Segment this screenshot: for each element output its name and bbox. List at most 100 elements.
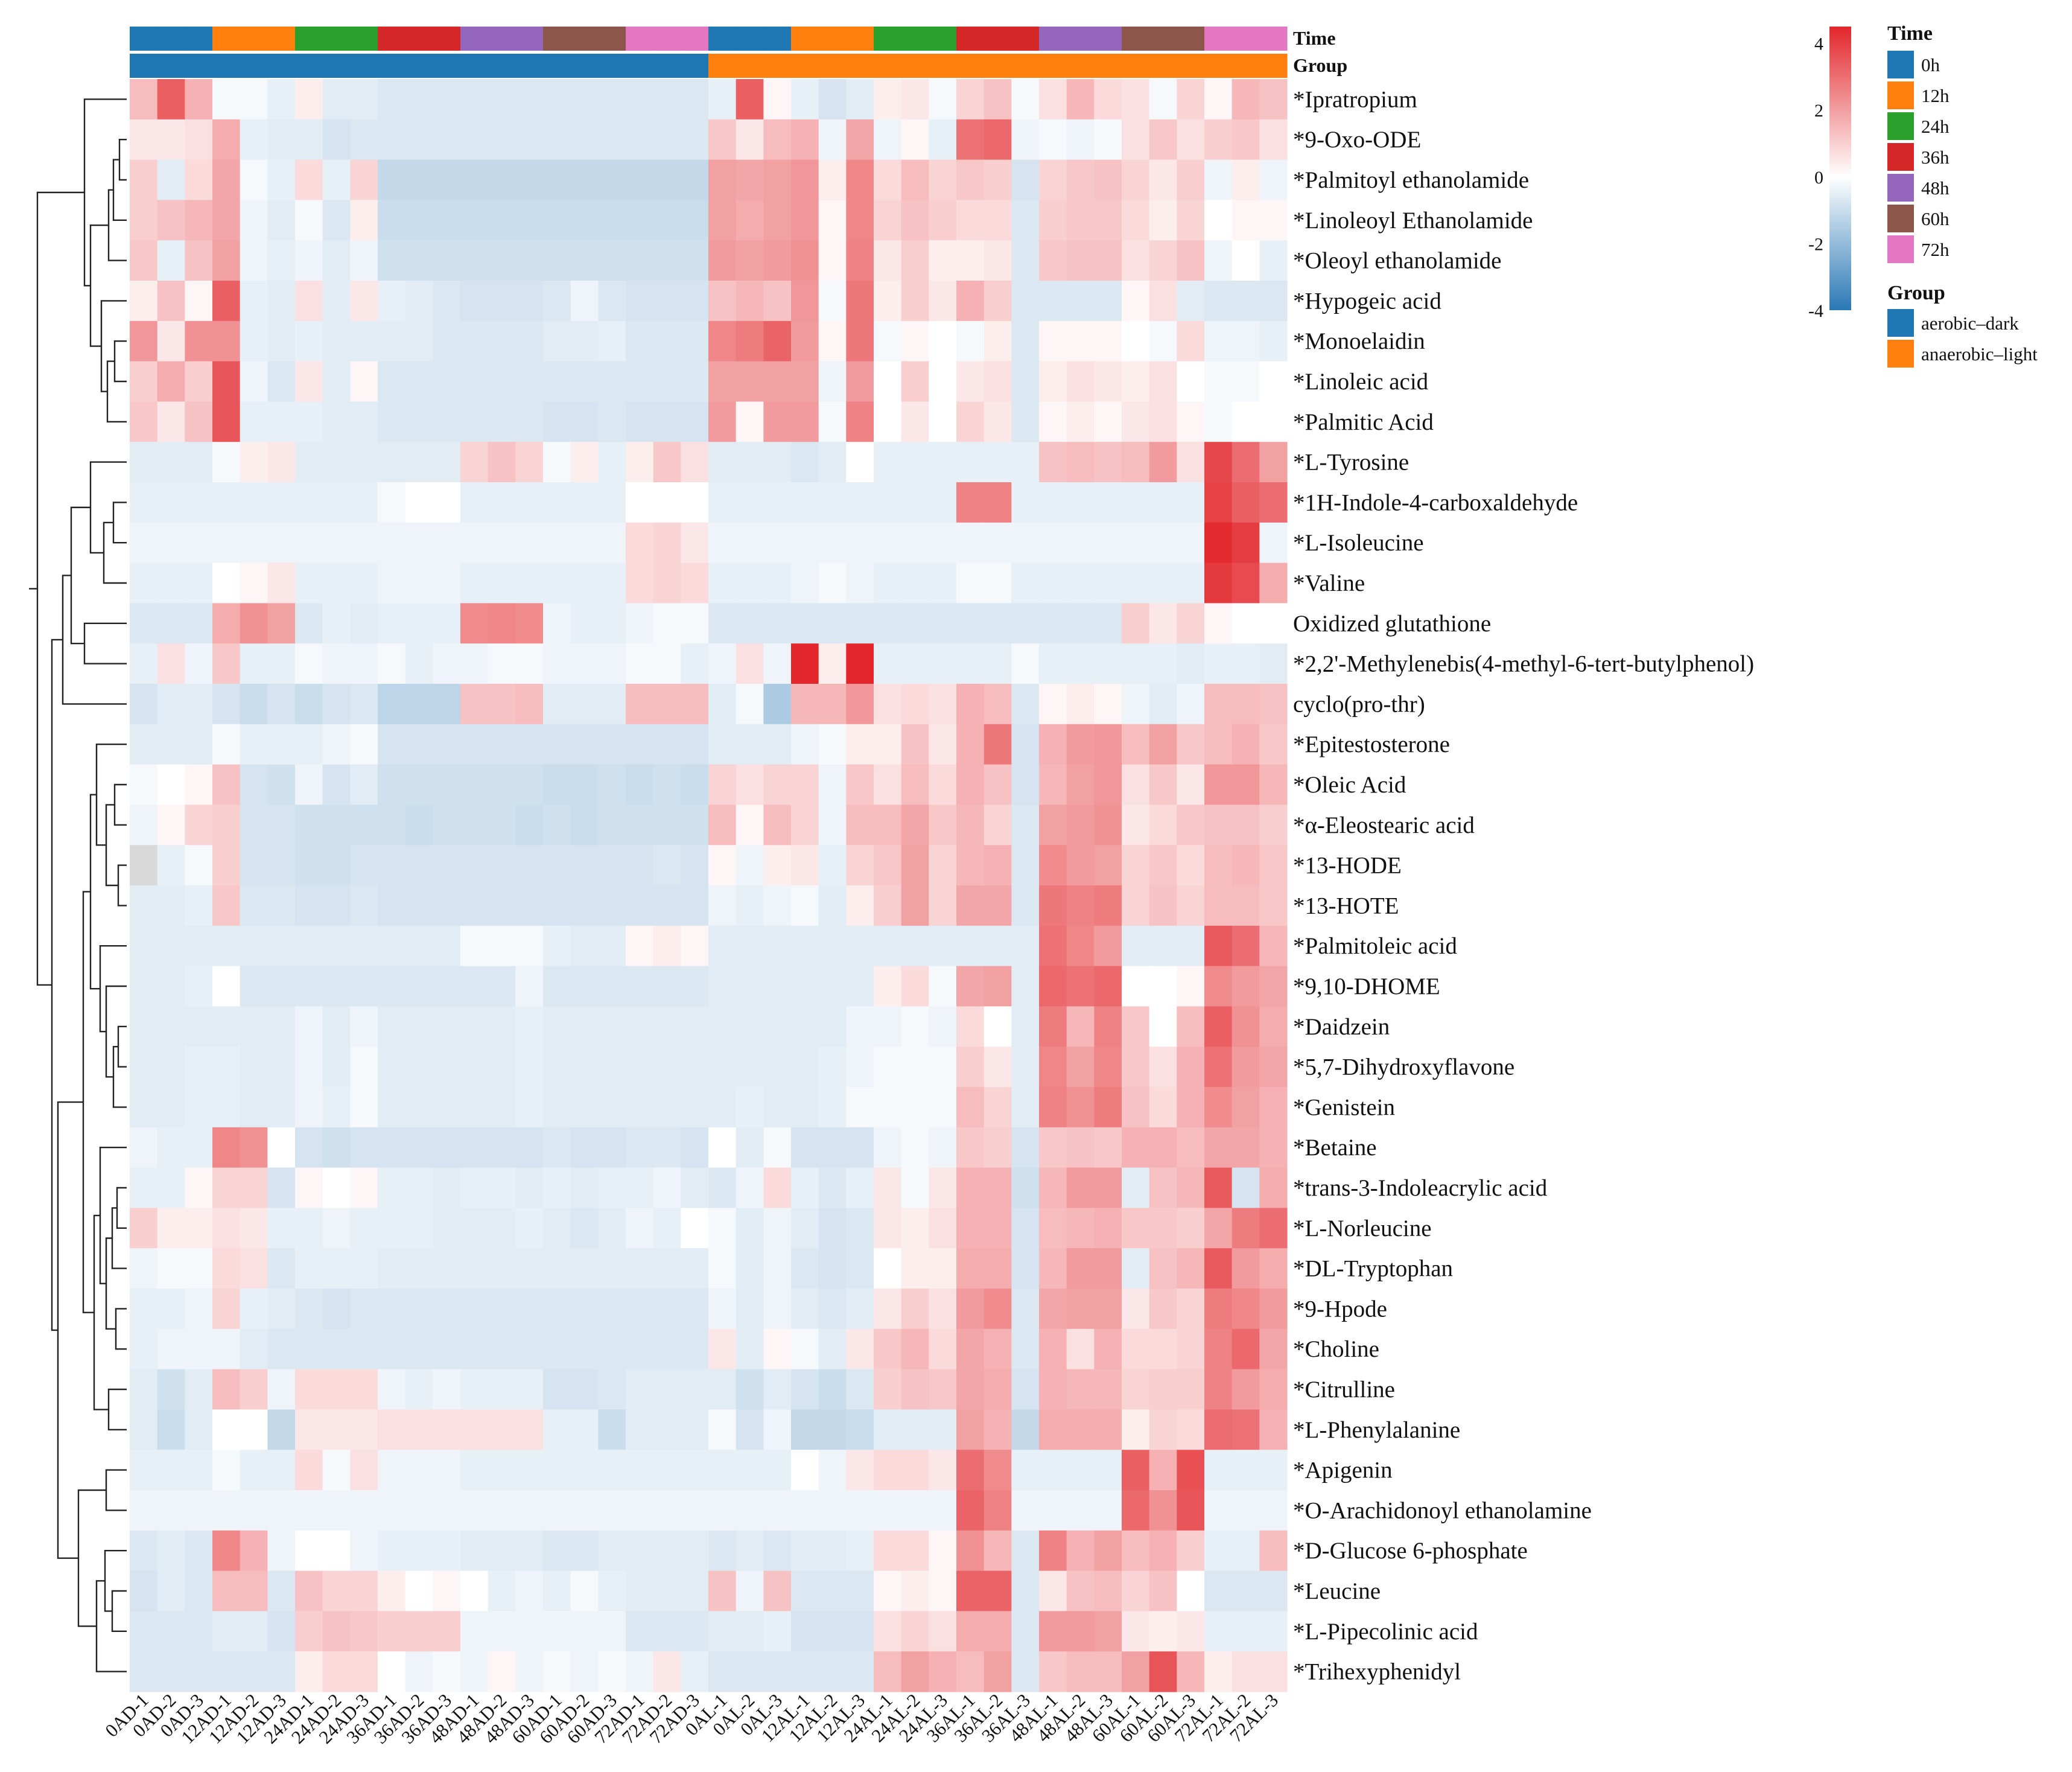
heatmap-cell <box>681 401 709 442</box>
heatmap-cell <box>1259 845 1288 886</box>
heatmap-cell <box>653 1248 681 1289</box>
heatmap-cell <box>570 240 599 281</box>
dendrogram-link <box>77 1489 106 1627</box>
heatmap-cell <box>598 563 626 604</box>
heatmap-cell <box>488 1127 516 1168</box>
heatmap-cell <box>984 240 1012 281</box>
heatmap-cell <box>846 482 874 523</box>
annotation-group-cell <box>1066 54 1095 78</box>
heatmap-cell <box>212 925 241 967</box>
dendrogram-link <box>95 744 127 846</box>
heatmap-cell <box>1204 1127 1233 1168</box>
row-label: *13-HODE <box>1293 853 1402 879</box>
heatmap-cell <box>929 1127 957 1168</box>
heatmap-cell <box>240 1208 268 1249</box>
annotation-time-cell <box>157 27 185 51</box>
heatmap-cell <box>1204 925 1233 967</box>
heatmap-cell <box>157 119 185 161</box>
heatmap-cell <box>1259 805 1288 846</box>
heatmap-cell <box>1122 643 1150 684</box>
heatmap-cell <box>1039 1289 1067 1330</box>
heatmap-cell <box>626 1651 654 1692</box>
heatmap-cell <box>984 845 1012 886</box>
heatmap-cell <box>818 200 847 241</box>
heatmap-cell <box>322 845 351 886</box>
heatmap-cell <box>1122 1289 1150 1330</box>
heatmap-cell <box>1094 361 1122 402</box>
heatmap-cell <box>543 1167 571 1208</box>
heatmap-cell <box>515 643 544 684</box>
heatmap-cell <box>846 401 874 442</box>
heatmap-cell <box>378 643 406 684</box>
heatmap-cell <box>626 1530 654 1572</box>
annotation-group-cell <box>708 54 737 78</box>
row-label: Oxidized glutathione <box>1293 611 1491 637</box>
heatmap-cell <box>543 79 571 120</box>
heatmap-cell <box>405 119 433 161</box>
heatmap-cell <box>267 522 296 564</box>
heatmap-cell <box>240 361 268 402</box>
heatmap-cell <box>1122 159 1150 200</box>
heatmap-cell <box>1149 281 1177 322</box>
heatmap-cell <box>653 1651 681 1692</box>
heatmap-cell <box>763 1611 792 1652</box>
heatmap-cell <box>212 1651 241 1692</box>
heatmap-cell <box>378 1006 406 1047</box>
heatmap-cell <box>763 401 792 442</box>
heatmap-cell <box>130 1289 158 1330</box>
heatmap-cell <box>322 885 351 926</box>
heatmap-cell <box>295 401 323 442</box>
heatmap-cell <box>240 1047 268 1088</box>
heatmap-cell <box>570 361 599 402</box>
heatmap-cell <box>267 764 296 805</box>
color-scale-tick: 2 <box>1814 101 1823 121</box>
heatmap-cell <box>488 1167 516 1208</box>
heatmap-cell <box>1149 1328 1177 1370</box>
heatmap-cell <box>1122 1248 1150 1289</box>
heatmap-cell <box>405 885 433 926</box>
heatmap-cell <box>460 240 489 281</box>
heatmap-cell <box>1094 1289 1122 1330</box>
heatmap-cell <box>708 1289 737 1330</box>
heatmap-cell <box>874 1328 902 1370</box>
heatmap-cell <box>626 684 654 725</box>
heatmap-cell <box>1122 764 1150 805</box>
heatmap-cell <box>791 1208 819 1249</box>
heatmap-cell <box>433 684 461 725</box>
heatmap-cell <box>322 1127 351 1168</box>
heatmap-cell <box>130 1450 158 1491</box>
heatmap-cell <box>681 1248 709 1289</box>
heatmap-cell <box>543 1369 571 1410</box>
heatmap-cell <box>1177 1490 1205 1531</box>
heatmap-cell <box>378 1208 406 1249</box>
heatmap-cell <box>1066 1289 1095 1330</box>
heatmap-cell <box>901 159 929 200</box>
heatmap-cell <box>1011 885 1040 926</box>
row-label: *L-Phenylalanine <box>1293 1417 1460 1443</box>
heatmap-cell <box>267 1167 296 1208</box>
color-scale-ticks: 420-2-4 <box>1808 34 1823 321</box>
heatmap-cell <box>708 1047 737 1088</box>
heatmap-cell <box>846 1369 874 1410</box>
heatmap-cell <box>212 764 241 805</box>
heatmap-cell <box>212 1369 241 1410</box>
heatmap-cell <box>433 1369 461 1410</box>
heatmap-cell <box>653 1369 681 1410</box>
row-label: *Palmitoyl ethanolamide <box>1293 167 1529 193</box>
heatmap-cell <box>488 1328 516 1370</box>
annotation-group-cell <box>543 54 571 78</box>
heatmap-cell <box>929 1651 957 1692</box>
heatmap-cell <box>846 1248 874 1289</box>
heatmap-cell <box>1066 522 1095 564</box>
heatmap-cell <box>736 1289 764 1330</box>
heatmap-cell <box>570 281 599 322</box>
heatmap-cell <box>405 1047 433 1088</box>
heatmap-cell <box>515 240 544 281</box>
annotation-group-cell <box>157 54 185 78</box>
heatmap-cell <box>984 1167 1012 1208</box>
heatmap-cell <box>929 522 957 564</box>
heatmap-cell <box>240 1611 268 1652</box>
heatmap-cell <box>130 1490 158 1531</box>
heatmap-cell <box>956 240 985 281</box>
heatmap-cell <box>763 522 792 564</box>
